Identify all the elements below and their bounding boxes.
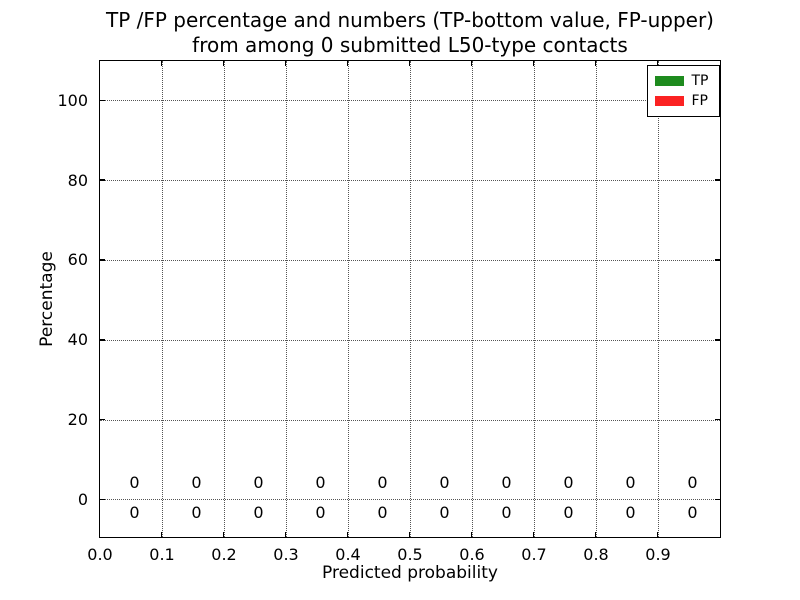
plot-area: TP FP 0 0 0 0 0 0 0 0 0 0 0 0 0 0 0 0 0 0 0 0 — [98, 59, 721, 538]
legend-entry: FP — [654, 91, 719, 111]
y-tick-mark-right — [714, 339, 720, 341]
x-tick-mark-bottom — [284, 531, 287, 537]
x-tick-label: 0.5 — [397, 545, 423, 564]
annotation-tp-count: 0 — [253, 502, 264, 522]
legend: TP FP — [646, 64, 720, 117]
x-tick-label: 0.4 — [335, 545, 361, 564]
gridline-vertical — [161, 60, 163, 537]
y-tick-mark-left — [99, 418, 105, 421]
x-tick-mark-bottom — [594, 531, 597, 537]
gridline-vertical — [471, 60, 473, 537]
legend-swatch-fp — [654, 95, 684, 106]
x-tick-mark-top — [594, 60, 597, 66]
legend-entry: TP — [654, 71, 719, 91]
x-tick-label: 0.8 — [583, 545, 609, 564]
y-tick-label: 40 — [67, 330, 88, 350]
y-tick-mark-left — [99, 179, 105, 181]
x-tick-label: 0.0 — [87, 545, 113, 564]
x-tick-label: 0.6 — [459, 545, 485, 564]
annotation-fp-count: 0 — [129, 472, 140, 492]
annotation-fp-count: 0 — [625, 472, 636, 492]
annotation-tp-count: 0 — [563, 502, 574, 522]
gridline-vertical — [409, 60, 411, 537]
x-tick-mark-top — [284, 60, 287, 66]
annotation-fp-count: 0 — [315, 472, 326, 492]
chart-title-line-2: from among 0 submitted L50-type contacts — [192, 33, 628, 57]
x-axis-label: Predicted probability — [322, 563, 498, 583]
gridline-vertical — [533, 60, 535, 537]
annotation-tp-count: 0 — [625, 502, 636, 522]
x-tick-mark-top — [160, 60, 163, 66]
x-tick-mark-top — [408, 60, 411, 66]
x-tick-label: 0.9 — [645, 545, 671, 564]
y-tick-label: 0 — [77, 489, 88, 509]
x-tick-mark-bottom — [346, 531, 349, 537]
gridline-vertical — [223, 60, 225, 537]
y-tick-mark-left — [99, 498, 105, 501]
y-tick-mark-left — [99, 339, 105, 341]
annotation-fp-count: 0 — [377, 472, 388, 492]
y-tick-label: 100 — [57, 90, 88, 110]
gridline-vertical — [657, 60, 659, 537]
y-tick-mark-right — [714, 418, 720, 421]
annotation-tp-count: 0 — [191, 502, 202, 522]
y-tick-mark-right — [714, 498, 720, 501]
x-tick-mark-top — [222, 60, 225, 66]
x-tick-mark-bottom — [160, 531, 163, 537]
chart-title-line-1: TP /FP percentage and numbers (TP-bottom… — [106, 8, 714, 32]
x-tick-label: 0.2 — [211, 545, 237, 564]
annotation-fp-count: 0 — [191, 472, 202, 492]
annotation-tp-count: 0 — [687, 502, 698, 522]
gridline-vertical — [595, 60, 597, 537]
x-tick-mark-top — [346, 60, 349, 66]
x-tick-mark-top — [656, 60, 659, 66]
y-tick-label: 60 — [67, 250, 88, 270]
x-tick-mark-bottom — [408, 531, 411, 537]
x-tick-label: 0.1 — [149, 545, 175, 564]
y-tick-mark-left — [99, 259, 105, 261]
x-tick-label: 0.7 — [521, 545, 547, 564]
x-tick-label: 0.3 — [273, 545, 299, 564]
annotation-fp-count: 0 — [563, 472, 574, 492]
annotation-fp-count: 0 — [439, 472, 450, 492]
annotation-fp-count: 0 — [501, 472, 512, 492]
chart-title: TP /FP percentage and numbers (TP-bottom… — [20, 8, 800, 58]
y-tick-label: 20 — [67, 410, 88, 430]
legend-label: FP — [691, 92, 709, 109]
annotation-tp-count: 0 — [377, 502, 388, 522]
annotation-fp-count: 0 — [253, 472, 264, 492]
x-tick-mark-bottom — [222, 531, 225, 537]
gridline-vertical — [285, 60, 287, 537]
legend-label: TP — [691, 72, 709, 89]
x-tick-mark-top — [470, 60, 473, 66]
y-tick-mark-left — [99, 99, 105, 102]
x-tick-mark-bottom — [656, 531, 659, 537]
annotation-tp-count: 0 — [501, 502, 512, 522]
annotation-tp-count: 0 — [439, 502, 450, 522]
x-tick-mark-bottom — [532, 531, 535, 537]
y-tick-label: 80 — [67, 170, 88, 190]
x-tick-mark-bottom — [470, 531, 473, 537]
x-tick-mark-top — [532, 60, 535, 66]
legend-swatch-tp — [654, 75, 684, 86]
gridline-vertical — [347, 60, 349, 537]
annotation-fp-count: 0 — [687, 472, 698, 492]
y-tick-mark-right — [714, 259, 720, 261]
annotation-tp-count: 0 — [315, 502, 326, 522]
y-tick-mark-right — [714, 179, 720, 181]
annotation-tp-count: 0 — [129, 502, 140, 522]
